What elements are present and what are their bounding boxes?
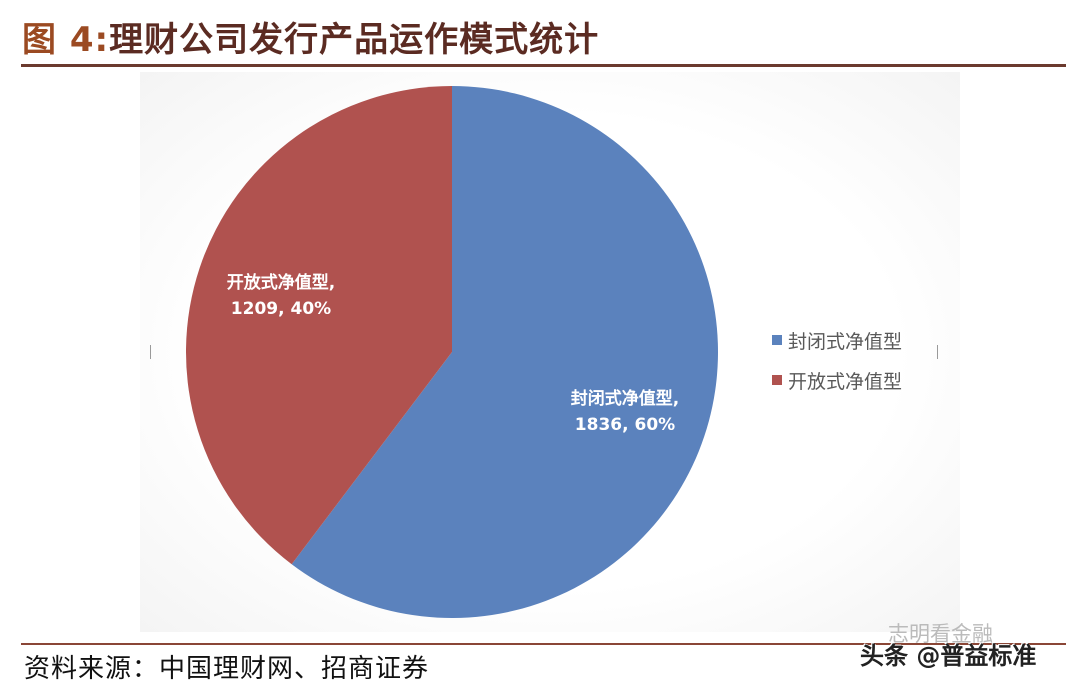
legend-label: 封闭式净值型 xyxy=(788,330,903,353)
legend-swatch-red xyxy=(772,375,782,385)
source-divider xyxy=(21,643,1066,645)
legend-item-open-nav[interactable]: 开放式净值型 xyxy=(772,360,902,400)
title-divider xyxy=(21,64,1066,67)
figure-title-text: 理财公司发行产品运作模式统计 xyxy=(109,20,600,60)
data-label-closed-nav-value: 1836, 60% xyxy=(574,415,676,435)
figure-number: 图 4: xyxy=(22,20,110,60)
legend-swatch-blue xyxy=(772,335,782,345)
pie-slice-closed-nav[interactable] xyxy=(291,86,719,618)
chart-frame-tick-right xyxy=(937,345,938,359)
data-label-open-nav-name: 开放式净值型, xyxy=(226,273,336,293)
figure-title: 图 4:理财公司发行产品运作模式统计 xyxy=(22,18,599,62)
watermark-faint: 志明看金融 xyxy=(888,622,993,646)
data-label-closed-nav-name: 封闭式净值型, xyxy=(570,389,680,409)
watermark: 头条 @普益标准 xyxy=(860,642,1037,670)
legend-label: 开放式净值型 xyxy=(788,370,903,393)
chart-legend: 封闭式净值型 开放式净值型 xyxy=(772,320,902,400)
pie-slice-open-nav[interactable] xyxy=(186,86,452,565)
data-label-closed-nav: 封闭式净值型, 1836, 60% xyxy=(540,386,710,438)
legend-item-closed-nav[interactable]: 封闭式净值型 xyxy=(772,320,902,360)
chart-frame-tick-left xyxy=(150,345,151,359)
data-label-open-nav-value: 1209, 40% xyxy=(230,299,332,319)
source-note: 资料来源：中国理财网、招商证券 xyxy=(24,654,430,684)
data-label-open-nav: 开放式净值型, 1209, 40% xyxy=(196,270,366,322)
